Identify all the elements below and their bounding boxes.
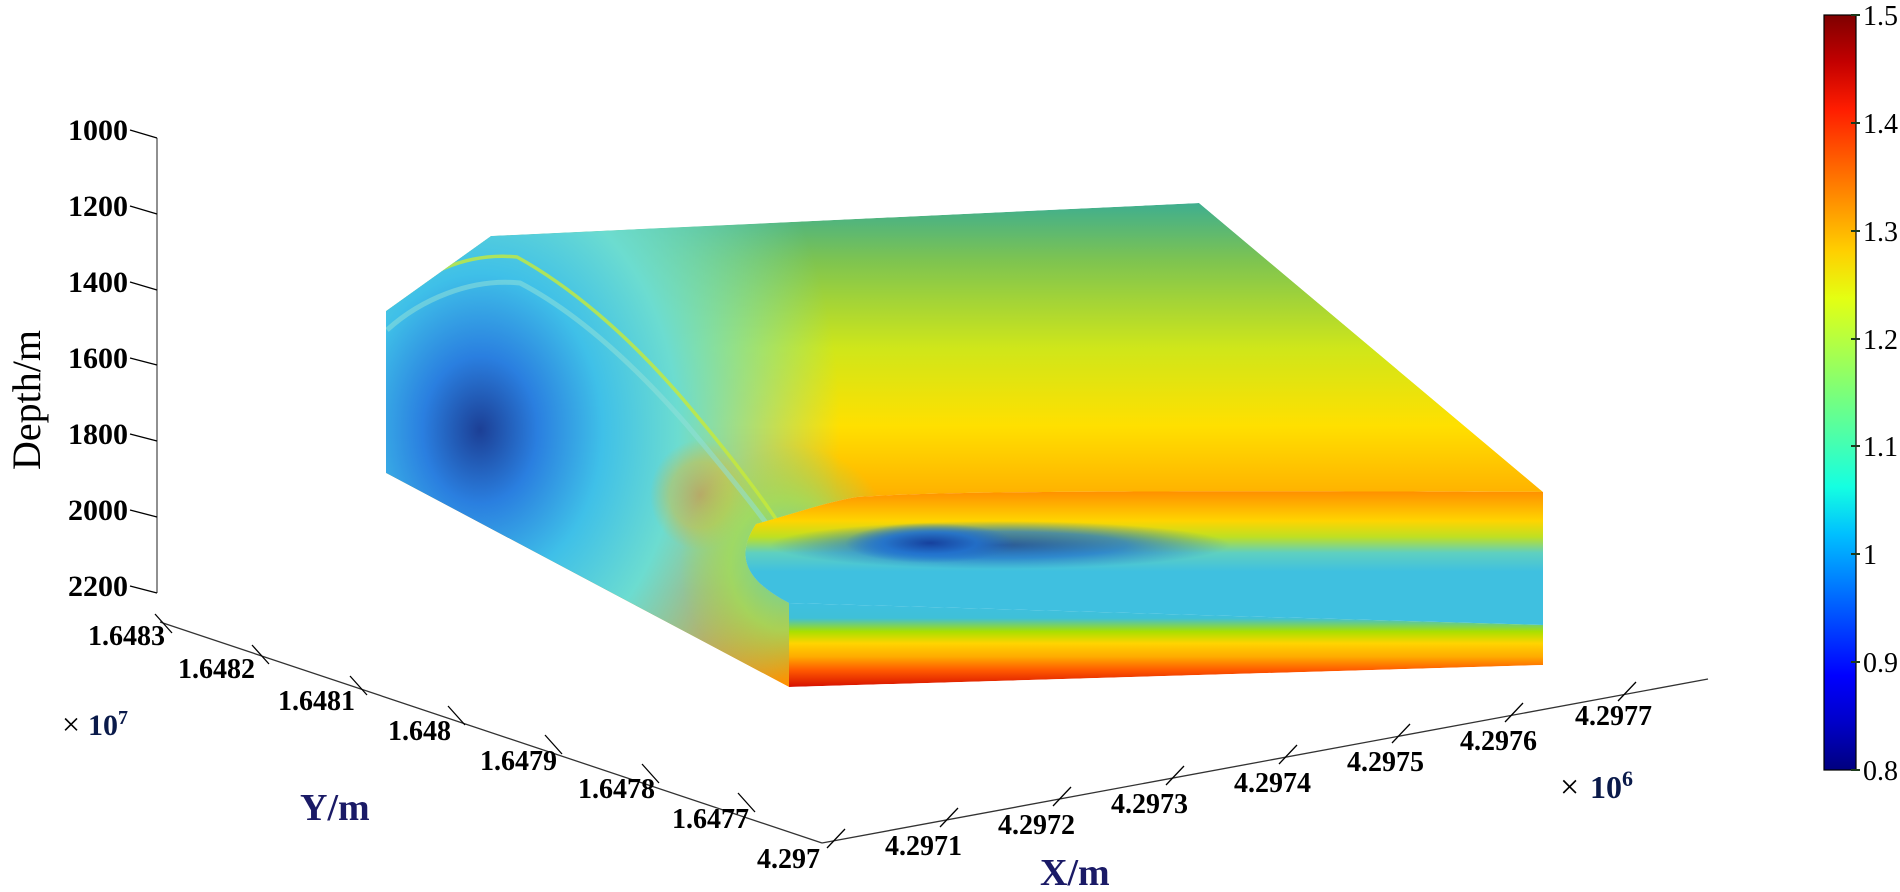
svg-text:X/m: X/m [1040, 852, 1110, 892]
svg-text:1000: 1000 [68, 114, 128, 147]
svg-text:106: 106 [1590, 766, 1633, 806]
svg-text:1.648: 1.648 [388, 716, 451, 747]
svg-text:×: × [62, 706, 80, 742]
svg-text:1.6482: 1.6482 [178, 654, 255, 685]
svg-text:4.297: 4.297 [757, 844, 820, 875]
svg-text:1600: 1600 [68, 342, 128, 375]
svg-text:1800: 1800 [68, 418, 128, 451]
svg-text:1.3: 1.3 [1863, 217, 1898, 248]
svg-text:1.6481: 1.6481 [278, 686, 355, 717]
svg-text:1.6478: 1.6478 [578, 774, 655, 805]
svg-text:1.6477: 1.6477 [672, 804, 749, 835]
svg-text:4.2974: 4.2974 [1234, 768, 1311, 799]
svg-text:1.6483: 1.6483 [88, 621, 165, 652]
svg-text:0.9: 0.9 [1863, 648, 1898, 679]
svg-text:1: 1 [1863, 540, 1877, 571]
svg-text:Y/m: Y/m [300, 787, 370, 829]
svg-text:4.2975: 4.2975 [1347, 747, 1424, 778]
svg-text:1.2: 1.2 [1863, 325, 1898, 356]
svg-text:1.6479: 1.6479 [480, 746, 557, 777]
svg-text:4.2973: 4.2973 [1111, 789, 1188, 820]
svg-text:×: × [1560, 769, 1579, 806]
svg-text:1400: 1400 [68, 266, 128, 299]
svg-text:Depth/m: Depth/m [4, 330, 49, 470]
svg-text:4.2971: 4.2971 [885, 831, 962, 862]
svg-text:1.1: 1.1 [1863, 432, 1898, 463]
svg-text:1200: 1200 [68, 190, 128, 223]
svg-text:1.5: 1.5 [1863, 1, 1898, 32]
svg-text:1.4: 1.4 [1863, 109, 1898, 140]
svg-text:4.2977: 4.2977 [1575, 701, 1652, 732]
svg-text:4.2972: 4.2972 [998, 810, 1075, 841]
svg-text:4.2976: 4.2976 [1460, 726, 1537, 757]
svg-text:0.8: 0.8 [1863, 756, 1898, 787]
svg-text:107: 107 [88, 707, 128, 742]
svg-text:2000: 2000 [68, 494, 128, 527]
svg-text:2200: 2200 [68, 570, 128, 603]
